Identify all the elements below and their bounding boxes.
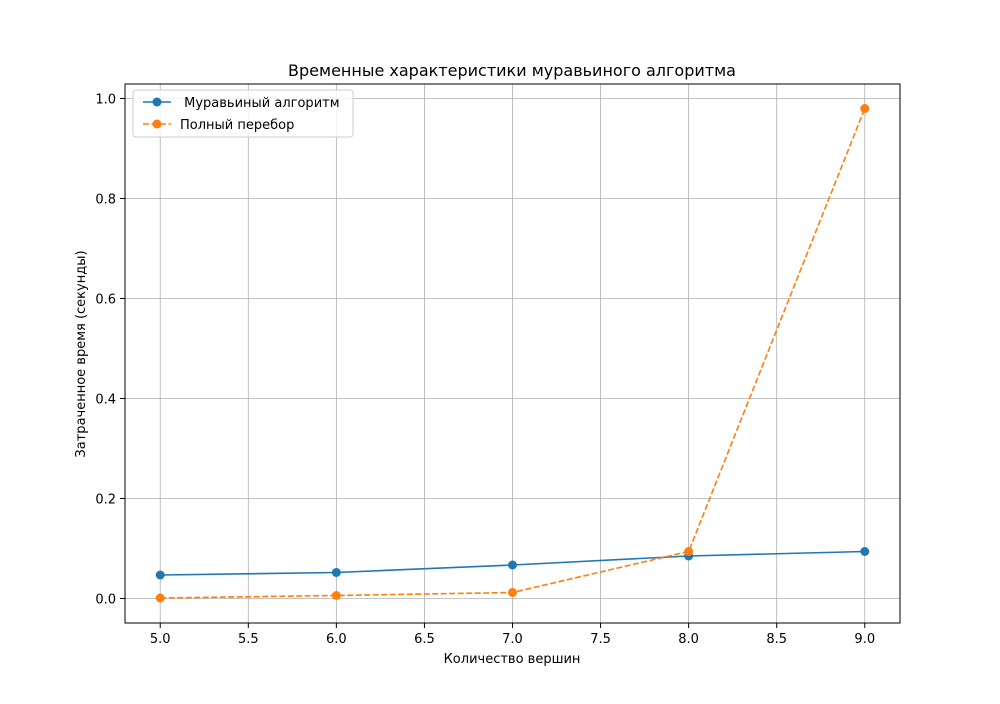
- legend-marker: [152, 97, 162, 107]
- legend-entry: Полный перебор: [143, 118, 294, 133]
- x-tick-label: 8.0: [678, 632, 699, 647]
- x-tick-label: 6.0: [326, 632, 347, 647]
- data-point: [508, 588, 517, 597]
- y-axis-ticks: 0.0 0.2 0.4 0.6 0.8 1.0: [95, 93, 125, 608]
- data-point: [508, 560, 517, 570]
- y-axis-label: Затраченное время (секунды): [74, 250, 89, 457]
- legend-box: [132, 89, 354, 138]
- data-point: [155, 593, 165, 603]
- x-tick-label: 8.5: [766, 632, 787, 647]
- y-tick-label: 0.0: [95, 593, 116, 608]
- x-tick-label: 7.5: [590, 632, 611, 647]
- x-tick-label: 6.5: [414, 632, 435, 647]
- data-point: [860, 547, 870, 556]
- data-point: [155, 570, 165, 580]
- x-axis-ticks: 5.0 5.5 6.0 6.5 7.0 7.5 8.0 8.5 9.0: [150, 623, 875, 647]
- data-point: [331, 591, 341, 600]
- data-point: [331, 568, 341, 577]
- x-tick-label: 5.0: [150, 632, 171, 647]
- x-tick-label: 9.0: [854, 632, 875, 647]
- x-axis-label: Количество вершин: [444, 652, 581, 667]
- chart-title: Временные характеристики муравьиного алг…: [288, 61, 736, 80]
- y-tick-label: 0.2: [95, 493, 116, 508]
- series-2: [155, 104, 870, 603]
- x-tick-label: 5.5: [238, 632, 259, 647]
- legend: Муравьиный алгоритм Полный перебор: [132, 89, 354, 138]
- data-point: [860, 104, 870, 113]
- y-tick-label: 1.0: [95, 93, 116, 108]
- y-tick-label: 0.6: [95, 293, 116, 308]
- x-tick-label: 7.0: [502, 632, 523, 647]
- legend-marker: [152, 119, 162, 129]
- legend-entry: Муравьиный алгоритм: [143, 96, 340, 111]
- legend-label: Муравьиный алгоритм: [180, 96, 340, 111]
- legend-label: Полный перебор: [180, 118, 294, 133]
- y-tick-label: 0.8: [95, 193, 116, 208]
- grid-lines: [125, 84, 900, 623]
- series-layer: [155, 104, 870, 603]
- data-point: [684, 547, 694, 556]
- y-tick-label: 0.4: [95, 393, 116, 408]
